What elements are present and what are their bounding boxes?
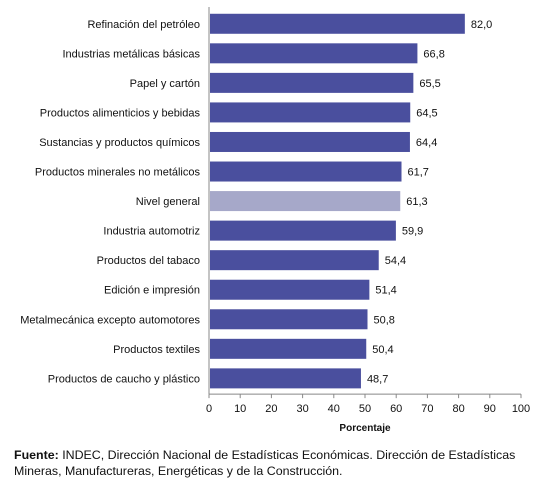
bars-group [210,13,465,389]
bar [210,368,361,389]
value-label: 61,7 [408,167,429,179]
bar [210,13,465,34]
value-label: 51,4 [375,285,396,297]
category-label: Productos minerales no metálicos [35,167,201,179]
category-label: Industria automotriz [103,226,200,238]
category-label: Sustancias y productos químicos [39,137,200,149]
x-tick-label: 30 [296,403,308,415]
category-label: Edición e impresión [104,285,200,297]
x-tick-label: 50 [359,403,371,415]
x-tick-label: 20 [265,403,277,415]
x-tick-label: 70 [421,403,433,415]
bar [210,309,368,330]
bar [210,191,401,212]
bar [210,72,414,93]
bar [210,279,370,300]
bar [210,161,402,182]
x-axis: 0 10 20 30 40 50 60 70 80 90 100 [206,7,530,415]
x-tick-label: 40 [328,403,340,415]
x-tick-label: 80 [452,403,464,415]
value-label: 64,5 [416,107,437,119]
x-tick-label: 10 [234,403,246,415]
value-label: 59,9 [402,226,423,238]
value-label: 64,4 [416,137,437,149]
bar [210,338,367,359]
bar [210,102,411,123]
source-text: INDEC, Dirección Nacional de Estadística… [14,448,516,478]
value-label: 65,5 [419,78,440,90]
category-label: Productos alimenticios y bebidas [40,107,201,119]
category-label: Productos de caucho y plástico [48,373,200,385]
x-tick-label: 100 [512,403,530,415]
value-label: 50,4 [372,344,393,356]
category-label: Papel y cartón [130,78,200,90]
category-label: Metalmecánica excepto automotores [20,314,200,326]
value-labels: 82,0 66,8 65,5 64,5 64,4 61,7 61,3 59,9 54,4 51,4… [367,19,492,386]
value-label: 50,8 [373,314,394,326]
source-note: Fuente: INDEC, Dirección Nacional de Est… [14,447,538,479]
category-label: Nivel general [136,196,200,208]
bar [210,43,418,64]
bar [210,250,379,271]
value-label: 66,8 [423,48,444,60]
value-label: 61,3 [406,196,427,208]
value-label: 54,4 [385,255,406,267]
category-label: Productos textiles [113,344,200,356]
category-labels: Refinación del petróleo Industrias metáli… [20,19,200,386]
x-tick-label: 0 [206,403,212,415]
category-label: Industrias metálicas básicas [62,48,200,60]
value-label: 48,7 [367,373,388,385]
bar [210,131,410,152]
category-label: Productos del tabaco [97,255,200,267]
value-label: 82,0 [471,19,492,31]
source-label: Fuente: [14,448,59,462]
x-tick-label: 60 [390,403,402,415]
x-axis-title: Porcentaje [339,423,391,434]
category-label: Refinación del petróleo [87,19,200,31]
bar [210,220,396,241]
x-tick-label: 90 [484,403,496,415]
bar-chart: Refinación del petróleo Industrias metáli… [20,7,530,434]
